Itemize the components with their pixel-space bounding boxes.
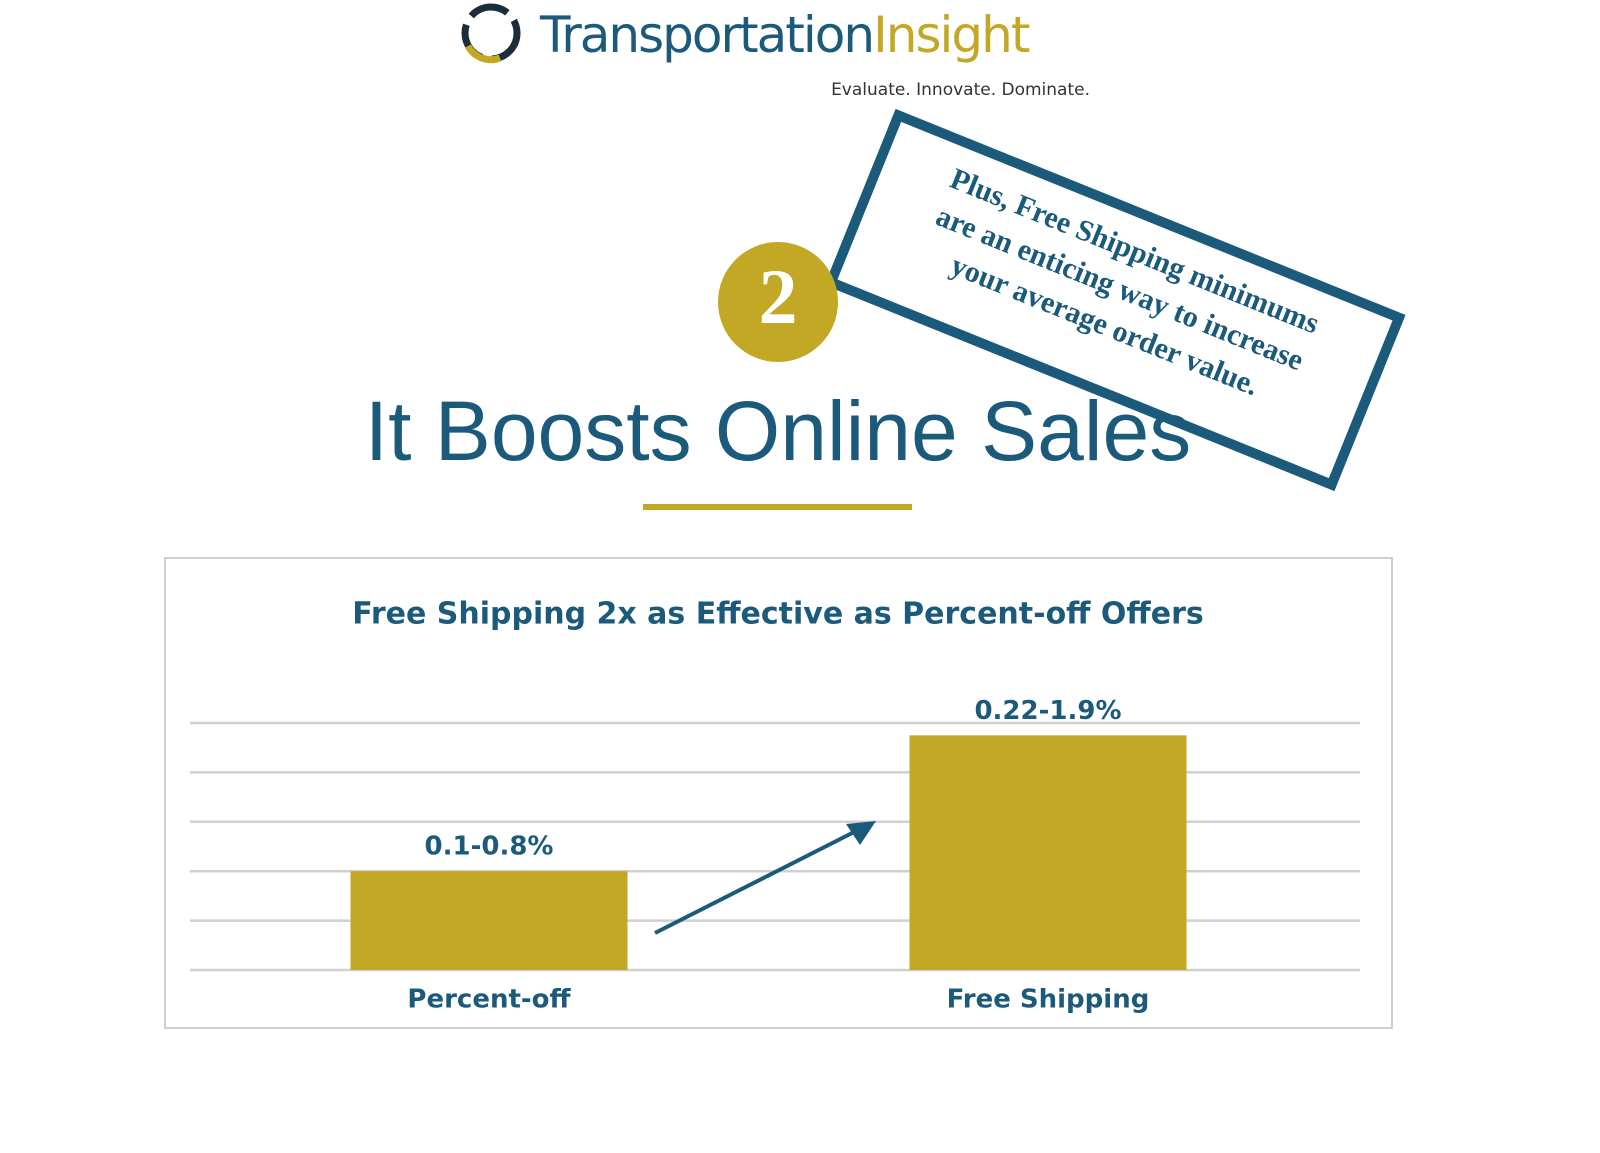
category-label: Free Shipping: [947, 985, 1150, 1015]
value-label: 0.1-0.8%: [425, 832, 554, 862]
logo-arc: [464, 44, 502, 64]
stamp-border: [824, 108, 1406, 492]
arrow-head: [846, 821, 876, 845]
logo-ring: [461, 3, 521, 63]
bar: [350, 871, 628, 970]
badge-number: 2: [759, 253, 798, 340]
badge-circle: [718, 242, 838, 362]
value-label: 0.22-1.9%: [974, 696, 1121, 726]
bar: [909, 735, 1187, 970]
heading: It Boosts Online Sales: [365, 384, 1191, 478]
brand-main: Transportation: [539, 6, 873, 64]
tagline: Evaluate. Innovate. Dominate.: [831, 80, 1090, 100]
brand: TransportationInsight: [539, 6, 1030, 64]
trend-arrow: [654, 821, 876, 935]
chart-title: Free Shipping 2x as Effective as Percent…: [352, 597, 1203, 632]
arrow-shaft: [654, 826, 863, 935]
brand-accent: Insight: [873, 6, 1030, 64]
logo: TransportationInsight Evaluate. Innovate…: [461, 3, 1090, 100]
category-label: Percent-off: [407, 985, 571, 1015]
